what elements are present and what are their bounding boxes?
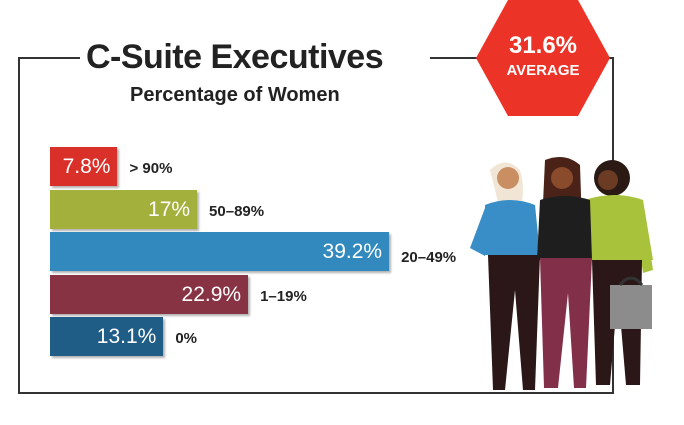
category-label-4: 0%	[175, 330, 197, 347]
category-label-0: > 90%	[129, 160, 173, 177]
bar-1: 17%	[50, 189, 198, 229]
category-label-2: 20–49%	[401, 249, 457, 266]
category-label-3: 1–19%	[260, 287, 307, 305]
chart-title: C-Suite Executives	[86, 38, 384, 76]
women-illustration	[470, 156, 653, 390]
bar-3: 22.9%	[50, 274, 249, 314]
average-value: 31.6%	[508, 32, 578, 59]
average-badge: 31.6% AVERAGE	[476, 32, 610, 79]
category-label-1: 50–89%	[209, 202, 265, 220]
frame-bottom	[18, 392, 614, 394]
frame-top-right	[430, 57, 478, 59]
bar-2: 39.2%	[50, 232, 390, 271]
frame-top-end	[606, 57, 614, 59]
frame-left	[18, 57, 20, 394]
frame-top-left	[18, 57, 80, 59]
bar-4: 13.1%	[50, 317, 164, 356]
chart-subtitle: Percentage of Women	[130, 84, 340, 106]
bar-0: 7.8%	[50, 147, 118, 186]
average-hexagon	[476, 0, 610, 116]
average-label: AVERAGE	[506, 62, 580, 79]
